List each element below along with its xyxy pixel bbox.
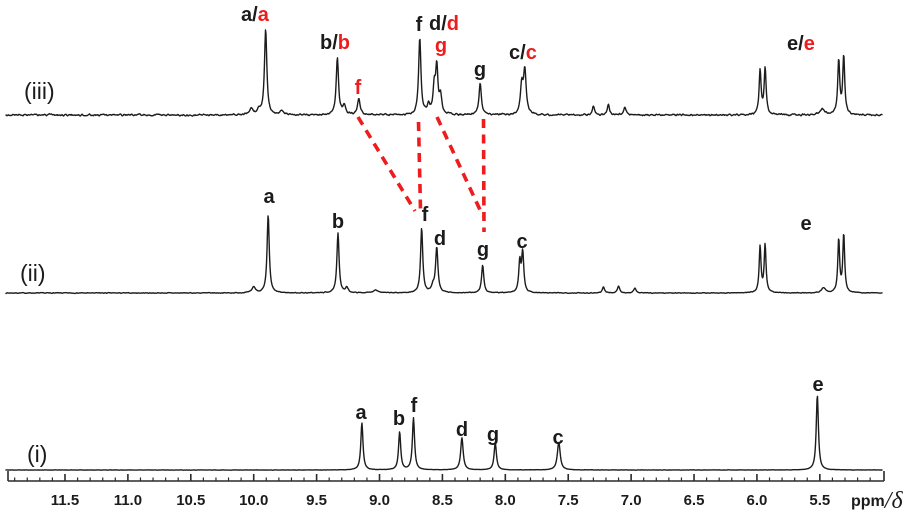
peak-label-e-i: e (812, 374, 823, 396)
peak-label-f-iii: f (416, 14, 423, 36)
peak-label-g-i: g (487, 424, 499, 446)
x-axis-tick-label-6-5: 6.5 (684, 492, 705, 509)
x-axis: 11.5 11.0 10.5 10.0 9.5 9.0 8.5 8.0 7.5 7.0 6.5 6.0… (7, 471, 903, 513)
spectrum-i-trace (5, 395, 883, 471)
spectrum-ii-trace (5, 215, 883, 295)
spectrum-label-ii: (ii) (20, 260, 46, 286)
peak-label-d-i: d (456, 419, 468, 441)
peak-label-e-ii: e (800, 213, 811, 235)
peak-label-a-i: a (355, 402, 367, 424)
correlation-line-f-shifted-iii-to-f-ii (356, 116, 417, 212)
x-axis-unit-label: ppm/δ (851, 488, 903, 513)
peak-label-a-ii: a (263, 186, 275, 208)
spectrum-iii-trace (5, 29, 883, 117)
peak-label-f-i: f (411, 395, 418, 417)
x-axis-tick-label-10-5: 10.5 (176, 492, 205, 509)
correlation-line-f-iii-to-f-ii (416, 121, 423, 211)
spectrum-label-iii: (iii) (24, 78, 55, 104)
peak-label-d-ii: d (434, 228, 446, 250)
peak-label-g-iii: g (435, 35, 447, 57)
peak-label-f-iii: f (355, 77, 362, 99)
spectrum-label-i: (i) (27, 441, 47, 467)
peak-label-d-d-iii: d/d (429, 13, 459, 35)
peak-label-f-ii: f (422, 204, 429, 226)
peak-label-c-ii: c (516, 231, 527, 253)
peak-label-b-ii: b (332, 211, 344, 233)
correlation-lines (356, 116, 486, 233)
spectra-traces (5, 29, 883, 471)
peak-label-b-b-iii: b/b (320, 32, 350, 54)
peak-label-a-a-iii: a/a (241, 4, 270, 26)
x-axis-tick-label-10-0: 10.0 (239, 492, 268, 509)
peak-label-c-i: c (552, 427, 563, 449)
peak-label-g-ii: g (477, 239, 489, 261)
correlation-line-g-iii-to-g-ii (481, 118, 486, 233)
x-axis-tick-label-9-0: 9.0 (369, 492, 390, 509)
x-axis-tick-label-11-5: 11.5 (51, 492, 79, 509)
peak-label-c-c-iii: c/c (509, 42, 537, 64)
x-axis-tick-label-6-0: 6.0 (747, 492, 768, 509)
correlation-line-d-iii-to-g-ii (435, 116, 483, 213)
x-axis-tick-label-11-0: 11.0 (114, 492, 142, 509)
peak-label-e-e-iii: e/e (787, 33, 815, 55)
x-axis-tick-label-8-0: 8.0 (495, 492, 516, 509)
x-axis-tick-label-5-5: 5.5 (809, 492, 830, 509)
peak-label-b-i: b (393, 408, 405, 430)
x-axis-tick-label-9-5: 9.5 (306, 492, 327, 509)
x-axis-tick-label-7-0: 7.0 (621, 492, 642, 509)
peak-label-g-iii: g (474, 59, 486, 81)
x-axis-tick-label-8-5: 8.5 (432, 492, 453, 509)
x-axis-tick-label-7-5: 7.5 (558, 492, 579, 509)
